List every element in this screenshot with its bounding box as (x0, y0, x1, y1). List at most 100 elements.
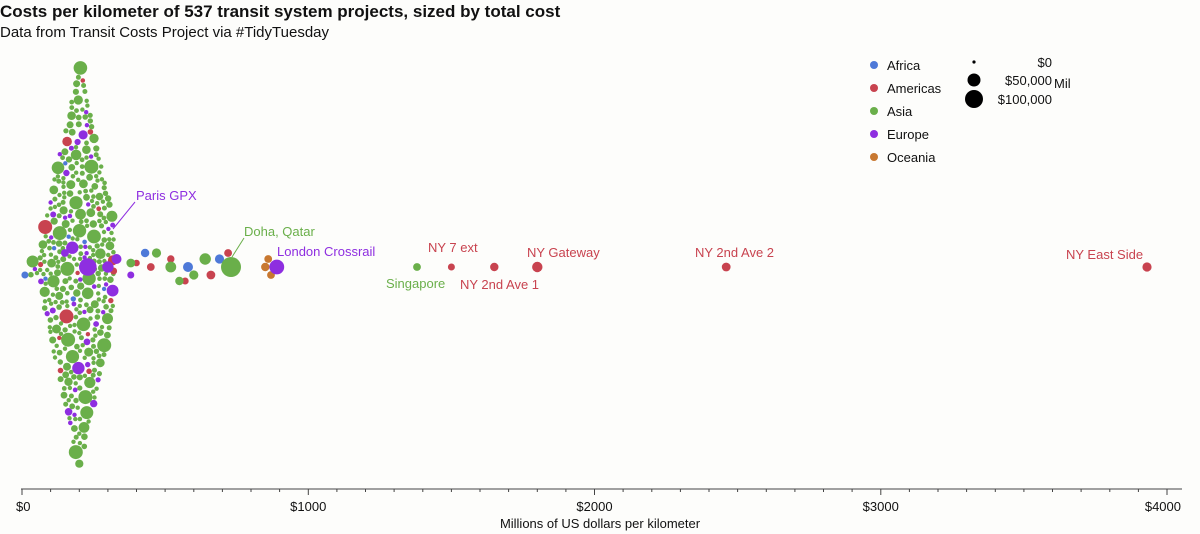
point-europe (127, 271, 135, 279)
swarm-point-asia (43, 281, 48, 286)
swarm-point-asia (102, 294, 108, 300)
swarm-point-asia (51, 161, 65, 175)
swarm-point-asia (101, 229, 107, 235)
swarm-point-asia (65, 303, 70, 309)
swarm-point-asia (68, 164, 76, 171)
swarm-point-asia (59, 300, 65, 305)
swarm-point-americas (57, 335, 62, 341)
swarm-point-asia (73, 381, 78, 386)
swarm-point-asia (79, 170, 85, 176)
swarm-point-asia (90, 300, 99, 309)
swarm-point-europe (91, 284, 97, 289)
legend-label-asia: Asia (887, 104, 913, 119)
swarm-point-asia (72, 88, 79, 95)
swarm-point-asia (96, 297, 102, 302)
swarm-point-asia (77, 310, 83, 316)
swarm-point-asia (87, 118, 94, 124)
point-asia (189, 270, 199, 280)
chart-title: Costs per kilometer of 537 transit syste… (0, 2, 561, 21)
swarm-point-europe (106, 284, 119, 297)
swarm-point-europe (49, 235, 54, 240)
swarm-point-asia (101, 237, 108, 243)
swarm-point-asia (77, 348, 83, 353)
swarm-point-asia (52, 226, 67, 241)
swarm-point-asia (47, 317, 54, 323)
size-legend-marker (967, 73, 981, 87)
swarm-point-asia (72, 224, 87, 238)
point-asia (151, 248, 162, 258)
swarm-point-asia (84, 376, 96, 389)
swarm-point-asia (55, 174, 61, 179)
swarm-point-asia (61, 190, 67, 195)
swarm-point-africa (70, 296, 77, 302)
point-europe (61, 249, 69, 257)
swarm-point-asia (79, 157, 85, 163)
swarm-point-asia (83, 188, 88, 194)
swarm-point-asia (76, 177, 81, 182)
swarm-point-asia (71, 256, 77, 262)
swarm-point-asia (57, 359, 63, 365)
x-tick-label: $2000 (576, 499, 612, 514)
swarm-point-asia (91, 356, 96, 361)
swarm-point-europe (106, 226, 111, 232)
swarm-point-asia (69, 99, 75, 105)
highlight-point-ny-east-side (1142, 262, 1152, 272)
swarm-point-asia (69, 403, 76, 410)
legend-label-americas: Americas (887, 81, 942, 96)
swarm-point-europe (72, 361, 85, 375)
size-legend: $0 $50,000 $100,000 (965, 55, 1052, 108)
swarm-point-asia (95, 201, 100, 206)
highlight-point-ny-gateway (532, 261, 543, 273)
swarm-point-asia (106, 210, 118, 222)
swarm-point-asia (106, 201, 113, 208)
swarm-point-asia (60, 199, 66, 205)
swarm-point-asia (94, 174, 99, 179)
swarm-point-asia (67, 276, 72, 281)
swarm-point-asia (77, 282, 85, 290)
swarm-point-asia (61, 148, 69, 156)
swarm-point-asia (81, 433, 88, 441)
swarm-point-asia (46, 238, 52, 244)
swarm-point-asia (102, 180, 107, 186)
swarm-point-asia (110, 303, 116, 309)
point-africa (214, 254, 225, 264)
swarm-point-asia (65, 156, 73, 163)
swarm-point-europe (38, 278, 44, 285)
swarm-point-asia (56, 202, 62, 208)
swarm-point-asia (45, 267, 50, 273)
swarm-point-asia (95, 270, 101, 277)
point-africa (183, 262, 193, 272)
swarm-point-europe (72, 387, 78, 393)
label-ny-2nd-ave-1: NY 2nd Ave 1 (460, 277, 539, 292)
swarm-point-asia (78, 251, 84, 257)
swarm-point-asia (77, 303, 83, 309)
swarm-point-europe (71, 301, 77, 307)
swarm-point-asia (52, 204, 58, 210)
paris-leader-line (112, 201, 136, 230)
swarm-point-europe (49, 307, 56, 314)
swarm-point-asia (84, 140, 89, 146)
swarm-point-asia (48, 301, 54, 306)
swarm-point-asia (84, 155, 89, 160)
size-legend-label: $50,000 (1005, 73, 1052, 88)
swarm-point-asia (99, 164, 104, 169)
swarm-point-europe (78, 277, 83, 282)
swarm-point-europe (84, 110, 89, 115)
swarm-point-americas (96, 206, 102, 212)
size-legend-label: $0 (1038, 55, 1052, 70)
point-asia (175, 276, 184, 286)
swarm-point-europe (88, 154, 94, 159)
swarm-point-asia (57, 192, 62, 198)
swarm-point-africa (43, 276, 48, 281)
point-americas (206, 270, 216, 280)
swarm-point-asia (94, 314, 101, 320)
legend-swatch-europe (870, 130, 878, 138)
swarm-point-europe (95, 377, 101, 383)
swarm-point-asia (62, 240, 68, 246)
swarm-point-asia (48, 271, 53, 276)
swarm-point-asia (77, 190, 82, 195)
swarm-point-asia (63, 128, 69, 134)
swarm-point-asia (73, 416, 78, 422)
swarm-point-asia (41, 271, 46, 277)
swarm-point-europe (64, 408, 73, 416)
